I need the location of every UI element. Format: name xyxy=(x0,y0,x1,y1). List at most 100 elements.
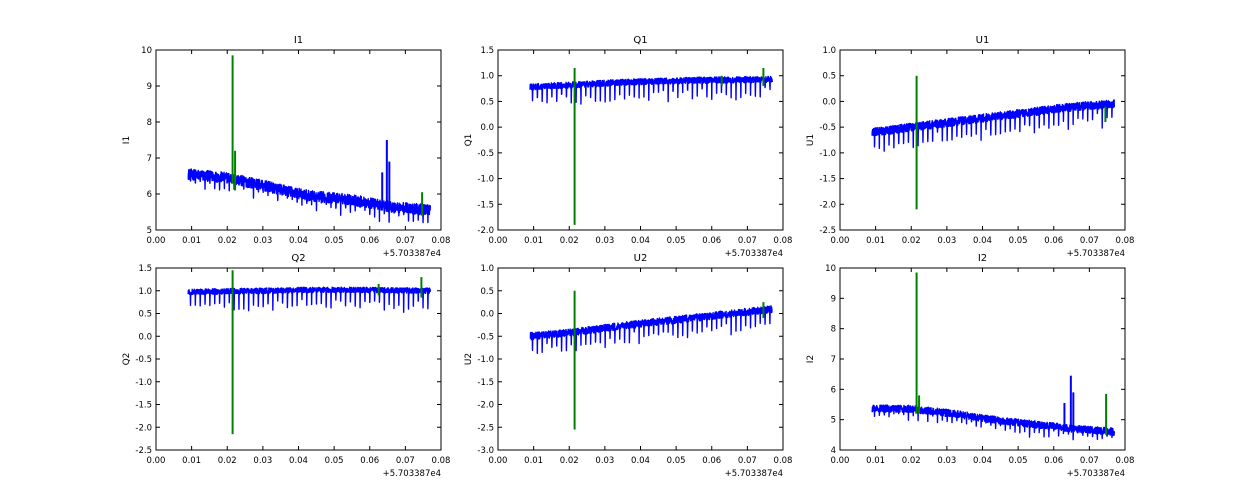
x-tick-label: 0.02 xyxy=(218,456,237,466)
y-axis-label: Q2 xyxy=(122,353,132,366)
y-tick-label: 1.5 xyxy=(480,46,494,56)
x-tick-label: 0.07 xyxy=(396,456,415,466)
x-tick-label: 0.04 xyxy=(973,236,992,246)
y-tick-label: -1.0 xyxy=(819,149,836,159)
x-tick-label: 0.06 xyxy=(1044,456,1063,466)
y-tick-label: -2.5 xyxy=(819,226,836,236)
subplot-q2: 0.00 0.01 0.02 0.03 0.04 0.05 0.06 0.07 0.08 +5.7… xyxy=(122,253,450,479)
y-tick-label: 7 xyxy=(147,154,152,164)
chart-title: U2 xyxy=(634,253,648,264)
x-offset-label: +5.703387e4 xyxy=(725,469,783,479)
y-tick-label: 5 xyxy=(147,226,152,236)
y-tick-label: 6 xyxy=(831,385,836,395)
x-tick-label: 0.08 xyxy=(774,456,793,466)
subplot-u1: 0.00 0.01 0.02 0.03 0.04 0.05 0.06 0.07 0.08 +5.7… xyxy=(806,35,1134,259)
plot-area xyxy=(187,55,432,224)
y-tick-label: 0.5 xyxy=(138,310,152,320)
y-tick-label: 1.0 xyxy=(480,72,494,82)
y-tick-label: -1.5 xyxy=(819,175,836,185)
y-tick-label: -0.5 xyxy=(477,332,494,342)
x-tick-label: 0.01 xyxy=(866,456,885,466)
x-tick-label: 0.06 xyxy=(702,236,721,246)
x-tick-label: 0.04 xyxy=(289,236,308,246)
x-tick-label: 0.05 xyxy=(667,456,686,466)
subplot-q1: 0.00 0.01 0.02 0.03 0.04 0.05 0.06 0.07 0.08 +5.7… xyxy=(464,35,792,259)
y-tick-label: -1.0 xyxy=(135,378,152,388)
y-tick-label: 1.0 xyxy=(480,264,494,274)
x-tick-label: 0.03 xyxy=(595,456,614,466)
x-tick-label: 0.03 xyxy=(937,456,956,466)
y-tick-label: 0.5 xyxy=(480,287,494,297)
x-tick-label: 0.05 xyxy=(1009,236,1028,246)
x-tick-label: 0.04 xyxy=(289,456,308,466)
x-tick-label: 0.05 xyxy=(325,456,344,466)
x-tick-label: 0.07 xyxy=(738,236,757,246)
plot-area xyxy=(871,272,1116,441)
chart-title: U1 xyxy=(976,35,990,46)
x-tick-label: 0.00 xyxy=(831,456,850,466)
y-tick-label: 0.0 xyxy=(138,332,152,342)
y-tick-label: -2.0 xyxy=(477,401,494,411)
x-tick-label: 0.02 xyxy=(560,456,579,466)
y-axis-label: I2 xyxy=(806,355,816,363)
y-tick-label: 4 xyxy=(831,446,836,456)
y-tick-label: -1.5 xyxy=(135,401,152,411)
x-offset-label: +5.703387e4 xyxy=(1067,249,1125,259)
y-tick-label: -1.5 xyxy=(477,378,494,388)
series-blue-line xyxy=(187,286,432,313)
y-tick-label: 6 xyxy=(147,190,152,200)
x-tick-label: 0.06 xyxy=(1044,236,1063,246)
x-tick-label: 0.07 xyxy=(1080,236,1099,246)
plot-area xyxy=(529,68,774,225)
x-tick-label: 0.01 xyxy=(866,236,885,246)
x-tick-label: 0.01 xyxy=(524,456,543,466)
chart-title: I2 xyxy=(978,253,987,264)
x-tick-label: 0.04 xyxy=(973,456,992,466)
y-tick-label: -2.0 xyxy=(135,423,152,433)
y-tick-label: -0.5 xyxy=(819,123,836,133)
series-blue-line xyxy=(871,99,1116,152)
y-tick-label: -2.5 xyxy=(477,423,494,433)
x-tick-label: 0.03 xyxy=(253,236,272,246)
x-offset-label: +5.703387e4 xyxy=(383,249,441,259)
y-tick-label: 9 xyxy=(147,82,152,92)
y-tick-label: -0.5 xyxy=(135,355,152,365)
x-tick-label: 0.08 xyxy=(1116,456,1135,466)
y-tick-label: 1.0 xyxy=(822,46,836,56)
y-tick-label: 5 xyxy=(831,416,836,426)
x-tick-label: 0.04 xyxy=(631,236,650,246)
y-tick-label: 0.0 xyxy=(480,123,494,133)
y-tick-label: 10 xyxy=(141,46,152,56)
y-tick-label: 7 xyxy=(831,355,836,365)
y-tick-label: -1.5 xyxy=(477,200,494,210)
x-tick-label: 0.04 xyxy=(631,456,650,466)
x-tick-label: 0.03 xyxy=(937,236,956,246)
y-axis-label: Q1 xyxy=(464,134,474,147)
y-tick-label: 0.5 xyxy=(822,72,836,82)
x-tick-label: 0.08 xyxy=(432,236,451,246)
x-tick-label: 0.01 xyxy=(182,236,201,246)
series-blue-line xyxy=(529,75,774,105)
x-tick-label: 0.01 xyxy=(182,456,201,466)
y-tick-label: 1.0 xyxy=(138,287,152,297)
chart-title: I1 xyxy=(294,35,303,46)
x-tick-label: 0.07 xyxy=(1080,456,1099,466)
y-tick-label: 0.0 xyxy=(480,310,494,320)
x-tick-label: 0.02 xyxy=(902,456,921,466)
x-tick-label: 0.00 xyxy=(489,456,508,466)
series-blue-line xyxy=(529,305,773,355)
y-tick-label: 10 xyxy=(825,264,836,274)
y-tick-label: -0.5 xyxy=(477,149,494,159)
plot-area xyxy=(187,270,432,435)
subplot-u2: 0.00 0.01 0.02 0.03 0.04 0.05 0.06 0.07 0.08 +5.7… xyxy=(464,253,792,479)
chart-title: Q1 xyxy=(633,35,647,46)
plot-area xyxy=(871,75,1116,210)
x-tick-label: 0.06 xyxy=(360,456,379,466)
plot-area xyxy=(529,290,773,430)
subplot-i2: 0.00 0.01 0.02 0.03 0.04 0.05 0.06 0.07 0.08 +5.7… xyxy=(806,253,1134,479)
subplot-i1: 0.00 0.01 0.02 0.03 0.04 0.05 0.06 0.07 0.08 +5.7… xyxy=(122,35,450,259)
x-tick-label: 0.06 xyxy=(702,456,721,466)
series-blue-line xyxy=(187,168,432,224)
x-tick-label: 0.03 xyxy=(595,236,614,246)
